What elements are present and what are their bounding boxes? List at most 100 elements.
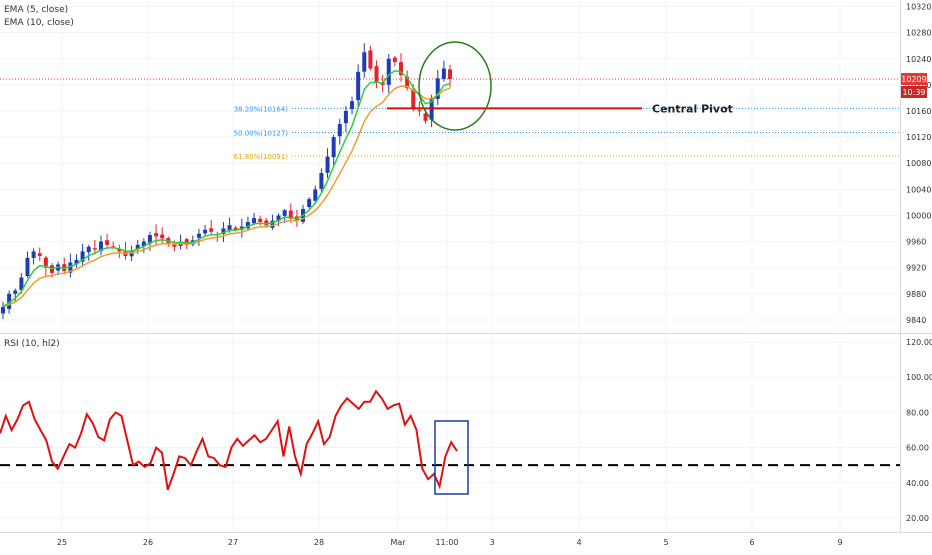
candle: [411, 84, 416, 112]
candle-body: [43, 257, 48, 268]
price-tick-label: 9920: [906, 264, 926, 273]
candle-body: [1, 306, 5, 314]
time-tick-label: 3: [489, 538, 494, 547]
rsi-tick-label: 100.00: [906, 373, 932, 382]
candle-body: [62, 264, 67, 271]
candle-body: [19, 277, 24, 291]
fib-level-label: 38.20%(10164): [234, 105, 289, 113]
candle-body: [31, 251, 36, 258]
candle: [325, 148, 330, 179]
candle: [331, 134, 336, 166]
candle: [362, 43, 367, 78]
candle: [68, 253, 73, 278]
candle-body: [172, 243, 177, 247]
candle: [203, 224, 208, 236]
candle-body: [92, 248, 97, 250]
candle-body: [184, 239, 189, 245]
candle: [62, 257, 67, 275]
candle-body: [405, 76, 410, 89]
countdown-value: 10:39: [902, 88, 925, 97]
candle-body: [209, 228, 214, 232]
candle-body: [343, 111, 348, 124]
candle-body: [105, 240, 110, 245]
time-tick-label: 27: [228, 538, 238, 547]
candle-body: [276, 215, 281, 222]
time-tick-label: 4: [576, 538, 581, 547]
time-tick-label: 26: [143, 538, 153, 547]
candle: [80, 244, 85, 266]
price-tick-label: 9880: [906, 290, 926, 299]
candle-body: [154, 233, 159, 237]
price-tick-label: 10000: [906, 211, 931, 220]
price-tick-label: 10280: [906, 29, 931, 38]
candle-body: [13, 290, 18, 294]
candle: [368, 45, 373, 71]
central-pivot-label: Central Pivot: [652, 102, 733, 115]
price-tick-label: 10080: [906, 159, 931, 168]
price-tick-label: 10160: [906, 107, 931, 116]
candle-body: [203, 229, 208, 234]
candle: [435, 69, 440, 105]
candle: [196, 228, 201, 246]
candle-body: [135, 244, 140, 249]
candle: [37, 247, 42, 262]
candle: [31, 248, 36, 265]
rsi-tick-label: 80.00: [906, 408, 929, 417]
candle: [337, 118, 342, 145]
candle-body: [160, 234, 165, 239]
candle-body: [435, 78, 440, 99]
candle-body: [331, 137, 336, 158]
time-tick-label: 25: [57, 538, 67, 547]
candle: [307, 197, 312, 209]
candle-body: [368, 50, 373, 69]
ema10-line: [2, 85, 451, 308]
candle-body: [196, 233, 201, 238]
candle-body: [356, 71, 361, 101]
candle-body: [392, 57, 397, 63]
price-tick-label: 10120: [906, 133, 931, 142]
last-price-value: 10209: [901, 75, 926, 84]
candle-body: [86, 246, 91, 253]
candle: [154, 224, 159, 245]
candle-body: [350, 101, 355, 109]
candle: [399, 53, 404, 82]
price-tick-label: 9960: [906, 238, 926, 247]
fib-level-label: 50.00%(10127): [234, 130, 289, 138]
candle-body: [313, 189, 318, 201]
time-tick-label: 6: [749, 538, 754, 547]
candle-body: [417, 110, 422, 112]
candle-body: [374, 66, 379, 82]
candle-body: [80, 251, 85, 262]
candle: [288, 203, 293, 223]
candle-body: [399, 62, 404, 76]
candle: [86, 244, 91, 261]
candle: [105, 233, 110, 248]
candle: [319, 168, 324, 194]
candle: [441, 60, 446, 82]
time-tick-label: Mar: [390, 538, 406, 547]
price-tick-label: 10320: [906, 3, 931, 12]
price-tick-label: 9840: [906, 316, 926, 325]
candle-body: [411, 89, 416, 108]
candle-body: [337, 124, 342, 137]
candle-body: [362, 52, 367, 72]
ema5-legend[interactable]: EMA (5, close): [4, 5, 69, 15]
candle-body: [282, 210, 287, 216]
candle: [258, 215, 263, 226]
candle-body: [325, 156, 330, 173]
rsi-tick-label: 120.00: [906, 338, 932, 347]
ema10-legend[interactable]: EMA (10, close): [4, 18, 74, 28]
price-tick-label: 10240: [906, 55, 931, 64]
candle: [92, 239, 97, 255]
candle-body: [74, 259, 79, 264]
candle-body: [264, 220, 269, 226]
candle-body: [68, 262, 73, 273]
candle-body: [141, 241, 146, 247]
candle-body: [233, 227, 238, 230]
rsi-legend[interactable]: RSI (10, hl2): [4, 339, 60, 349]
candle-body: [423, 113, 428, 121]
candle-body: [270, 220, 275, 228]
candle-body: [448, 69, 452, 80]
